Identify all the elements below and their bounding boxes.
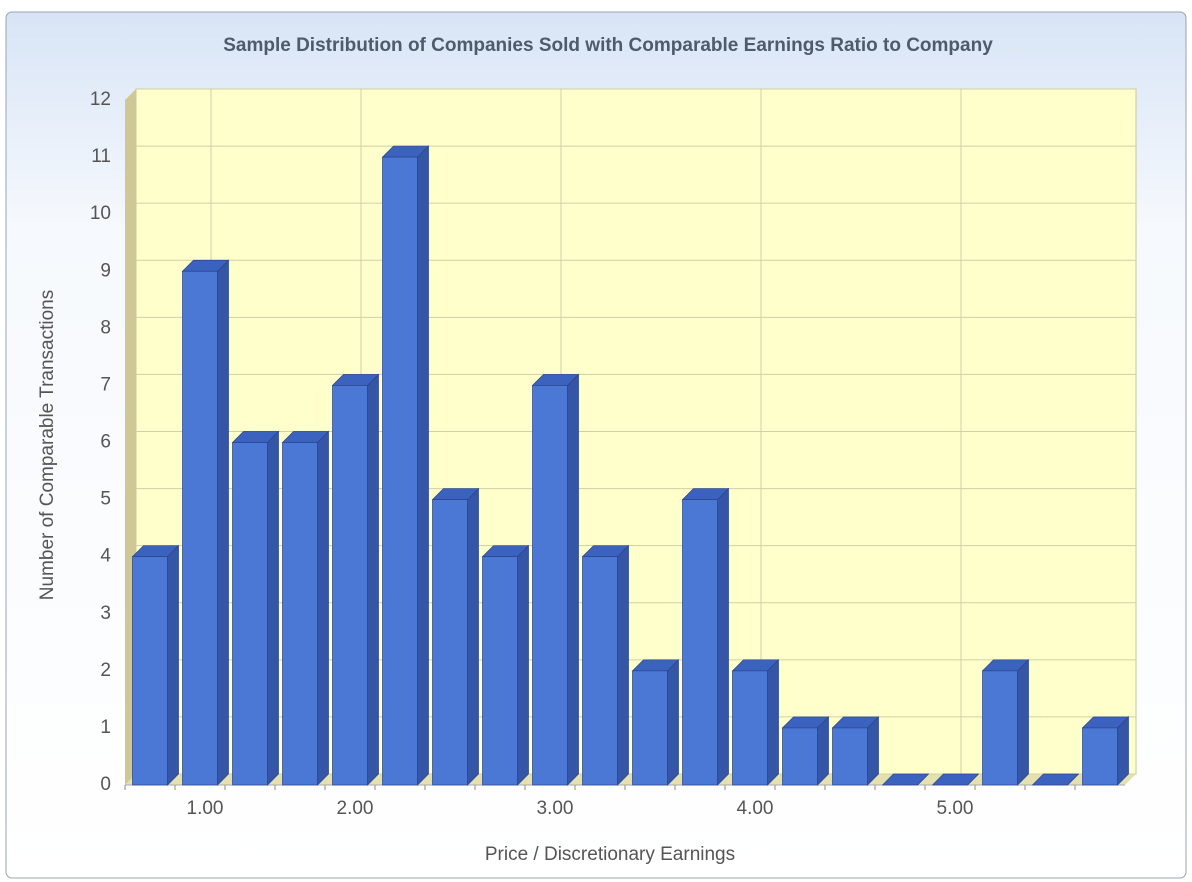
bar — [931, 773, 980, 786]
x-axis-title: Price / Discretionary Earnings — [485, 844, 735, 865]
y-tick-label: 11 — [91, 146, 111, 167]
bar-face — [931, 773, 980, 786]
y-tick-label: 7 — [100, 374, 111, 395]
bar-face — [782, 727, 818, 786]
x-tick-label: 3.00 — [537, 798, 574, 819]
bar-face — [632, 670, 668, 786]
bar-face — [217, 259, 229, 786]
bar-face — [717, 487, 729, 786]
bar-face — [182, 270, 218, 786]
bar — [1031, 773, 1080, 786]
bar-face — [132, 556, 168, 786]
bar-face — [167, 544, 179, 786]
x-tick-label: 1.00 — [187, 798, 224, 819]
y-tick-label: 12 — [90, 89, 111, 110]
x-tick-label: 4.00 — [737, 798, 774, 819]
y-tick-label: 1 — [100, 717, 111, 738]
y-tick-label: 5 — [100, 489, 111, 510]
bar-face — [432, 499, 468, 786]
bar — [531, 373, 580, 786]
bar-face — [817, 716, 829, 786]
bar-face — [417, 145, 429, 786]
bar-face — [682, 499, 718, 786]
y-tick-label: 2 — [100, 660, 111, 681]
chart-title: Sample Distribution of Companies Sold wi… — [223, 35, 993, 56]
bar — [881, 773, 930, 786]
bar-face — [1082, 727, 1118, 786]
bar — [1081, 716, 1130, 786]
y-tick-label: 3 — [100, 603, 111, 624]
bar — [181, 259, 230, 786]
bar — [431, 487, 480, 786]
bar-face — [382, 156, 418, 786]
bar-face — [267, 430, 279, 786]
y-tick-label: 4 — [100, 546, 111, 567]
x-tick-label: 2.00 — [337, 798, 374, 819]
bar-face — [767, 658, 779, 786]
bar-face — [467, 487, 479, 786]
bar-face — [482, 556, 518, 786]
bar — [381, 145, 430, 786]
bar-face — [582, 556, 618, 786]
bar-face — [1117, 716, 1129, 786]
bar-face — [532, 385, 568, 786]
bar — [831, 716, 880, 786]
bar-face — [667, 658, 679, 786]
bar — [281, 430, 330, 786]
y-tick-label: 9 — [100, 260, 111, 281]
bar — [631, 658, 680, 786]
bar-face — [332, 385, 368, 786]
bar — [731, 658, 780, 786]
bar — [781, 716, 830, 786]
y-tick-label: 8 — [100, 317, 111, 338]
y-tick-label: 10 — [90, 203, 111, 224]
bar-face — [232, 442, 268, 786]
bar-face — [881, 773, 930, 786]
bar-face — [1017, 658, 1029, 786]
bar — [231, 430, 280, 786]
bar-face — [617, 544, 629, 786]
bar — [981, 658, 1030, 786]
y-tick-label: 0 — [100, 774, 111, 795]
bar-face — [832, 727, 868, 786]
bar — [131, 544, 180, 786]
bar — [681, 487, 730, 786]
y-tick-label: 6 — [100, 432, 111, 453]
bar-face — [1031, 773, 1080, 786]
y-axis-title: Number of Comparable Transactions — [37, 290, 58, 600]
floor — [125, 774, 1136, 785]
bar — [481, 544, 530, 786]
bar — [581, 544, 630, 786]
bar-face — [567, 373, 579, 786]
bar-face — [367, 373, 379, 786]
bar-face — [732, 670, 768, 786]
bar-face — [517, 544, 529, 786]
x-tick-label: 5.00 — [937, 798, 974, 819]
bar-face — [282, 442, 318, 786]
bar-face — [317, 430, 329, 786]
bar-face — [867, 716, 879, 786]
bar-face — [982, 670, 1018, 786]
bar — [331, 373, 380, 786]
